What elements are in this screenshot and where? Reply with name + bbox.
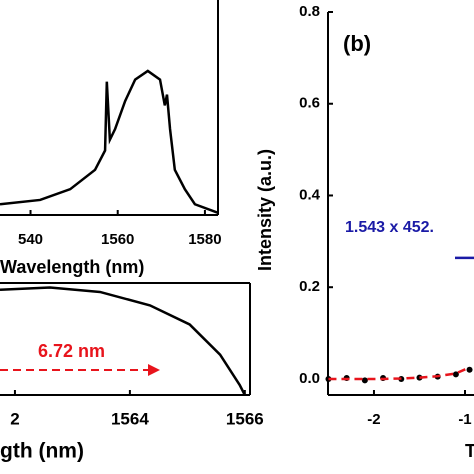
data-point — [361, 377, 368, 384]
y-tick-label: 0.8 — [299, 3, 320, 20]
fit-curve — [328, 366, 471, 381]
x-tick-label: 1564 — [111, 409, 149, 428]
panel-label: (b) — [343, 31, 371, 56]
x-axis-label: Wavelength (nm) — [0, 257, 144, 277]
x-tick-label: 1560 — [101, 231, 134, 248]
x-tick-label: -2 — [367, 411, 380, 428]
x-tick-label: -1 — [458, 411, 471, 428]
x-tick-label: 540 — [18, 231, 43, 248]
x-axis-label: gth (nm) — [0, 440, 84, 463]
x-tick-label: 1580 — [188, 231, 221, 248]
y-tick-label: 0.6 — [299, 95, 320, 112]
y-tick-label: 0.2 — [299, 278, 320, 295]
data-point — [466, 366, 473, 373]
x-axis-label: T — [465, 441, 474, 461]
arrow-head — [148, 364, 160, 376]
y-tick-label: 0.4 — [299, 186, 321, 203]
curve — [0, 286, 246, 396]
curve — [0, 69, 219, 215]
y-axis-label: Intensity (a.u.) — [255, 149, 275, 271]
x-tick-label: 2 — [10, 409, 19, 428]
x-tick-label: 1566 — [226, 409, 264, 428]
y-tick-label: 0.0 — [299, 370, 320, 387]
annotation: 1.543 x 452. — [345, 219, 434, 236]
annotation: 6.72 nm — [38, 341, 105, 361]
data-point — [452, 371, 459, 378]
